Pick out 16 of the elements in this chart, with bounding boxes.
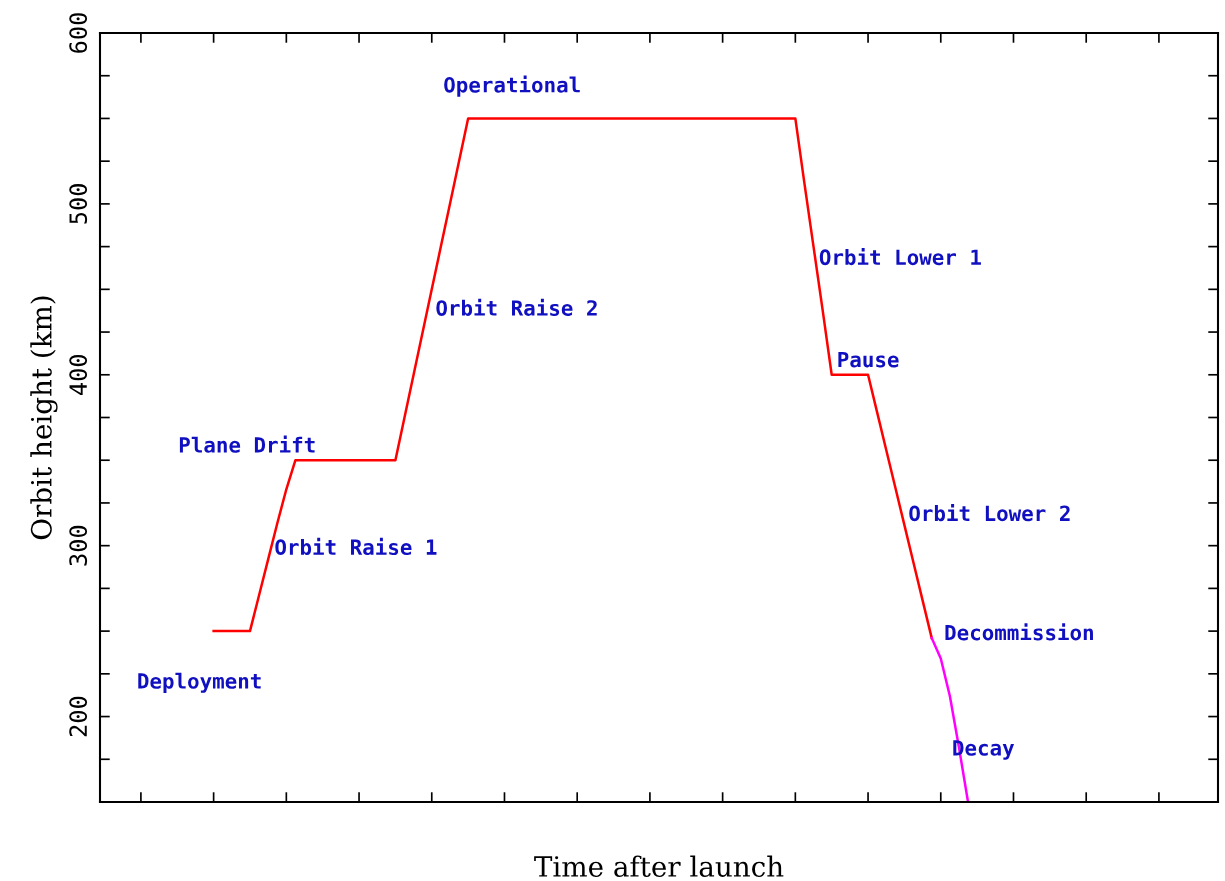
annotation: Decommission <box>945 623 1093 641</box>
y-tick-label: 400 <box>69 354 88 395</box>
annotation: Orbit Lower 1 <box>819 247 981 266</box>
y-tick-label: 500 <box>69 184 88 224</box>
annotation: Operational <box>444 75 580 97</box>
y-tick-label: 600 <box>69 13 88 53</box>
annotation: Plane Drift <box>179 435 315 453</box>
annotation: Deployment <box>138 672 261 693</box>
annotation: Orbit Raise 2 <box>436 298 597 316</box>
y-tick-label: 300 <box>69 525 88 566</box>
annotation: Orbit Raise 1 <box>275 537 437 556</box>
y-tick-label: 200 <box>69 696 88 737</box>
y-axis-title: Orbit height (km) <box>30 296 58 540</box>
annotation: Orbit Lower 2 <box>909 503 1070 522</box>
x-axis-title: Time after launch <box>534 855 784 877</box>
annotation: Pause <box>838 351 899 368</box>
